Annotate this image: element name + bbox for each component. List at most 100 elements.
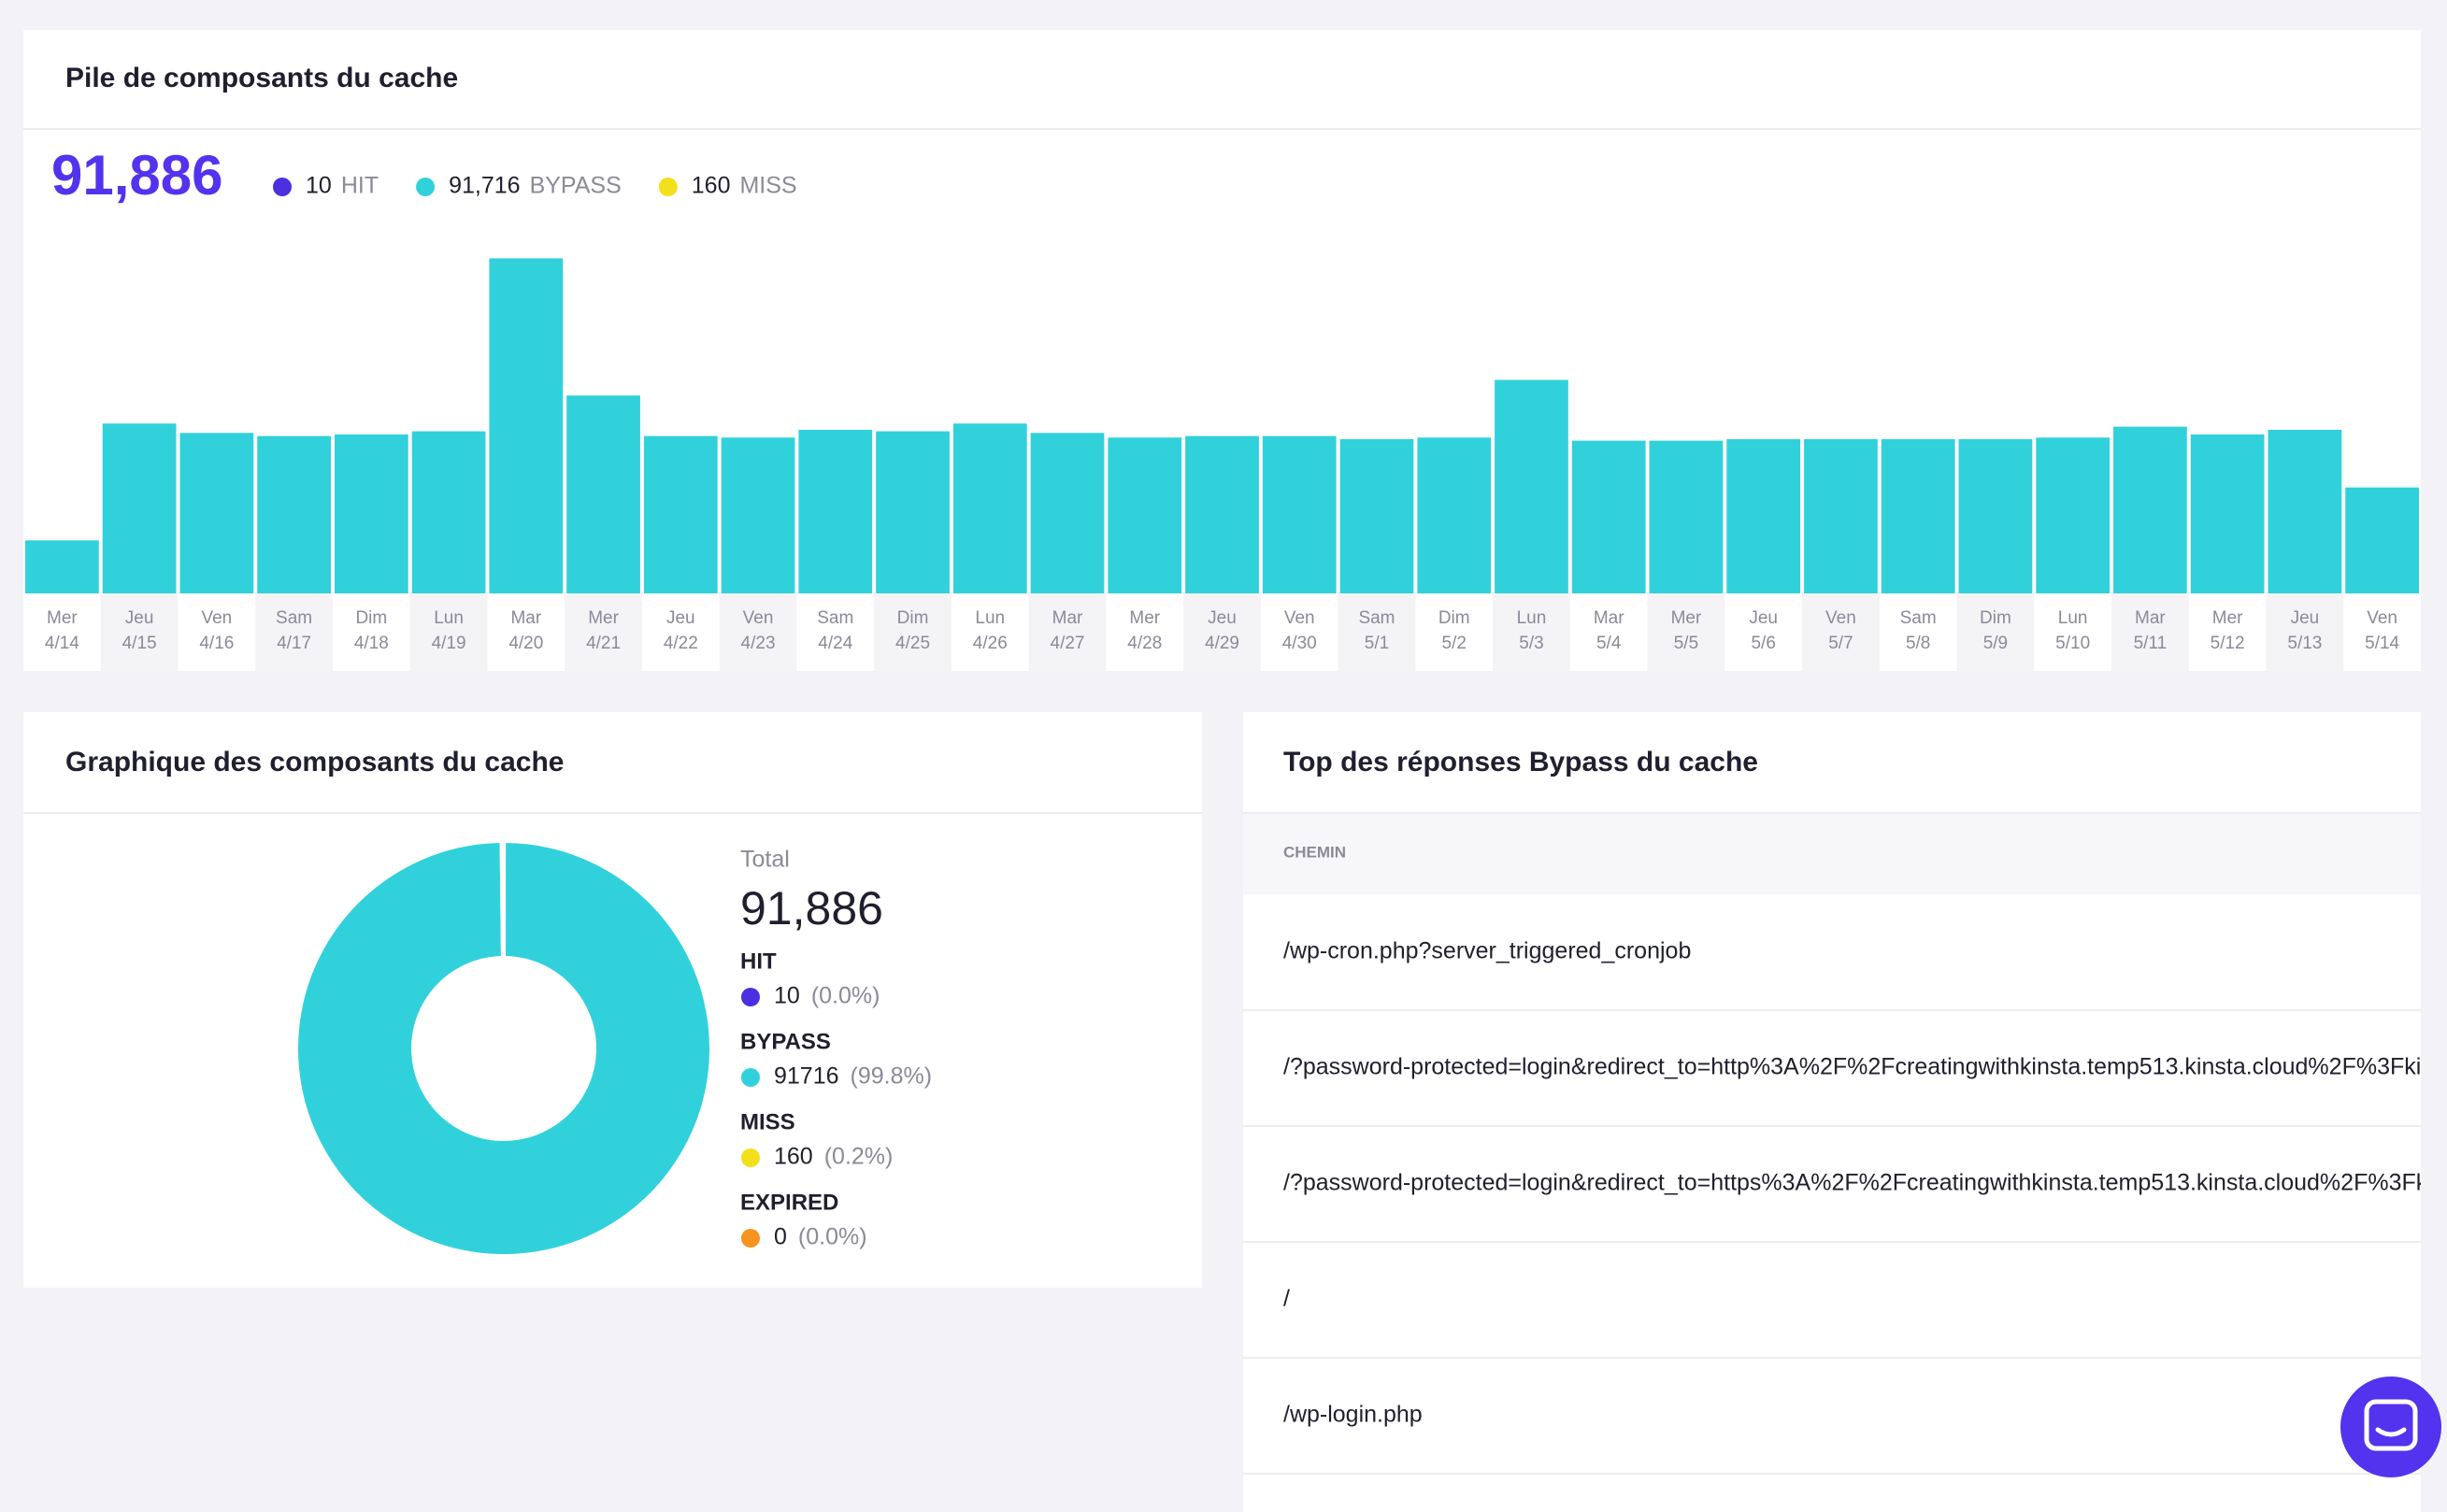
label-band (1956, 593, 2035, 671)
bar (643, 435, 718, 593)
x-tick-label: Mar (510, 608, 541, 628)
bar (1108, 437, 1182, 593)
legend-dot (741, 1229, 760, 1248)
label-band (719, 593, 797, 671)
x-tick-label: Mer (588, 608, 619, 628)
bar (1030, 433, 1105, 593)
x-tick-label: Mer (1129, 608, 1160, 628)
x-tick-label: Sam (276, 608, 312, 628)
x-tick-label: 4/27 (1051, 634, 1085, 653)
x-tick-label: 4/29 (1205, 634, 1239, 653)
path-cell: / (1283, 1286, 1290, 1312)
x-tick-label: 4/23 (741, 634, 776, 653)
column-header: CHEMIN (1283, 843, 1346, 861)
label-band (565, 593, 642, 671)
total-label: Total (740, 847, 790, 873)
legend-count: 10 (306, 173, 332, 199)
legend-dot (416, 178, 436, 196)
x-tick-label: 4/25 (895, 634, 930, 653)
x-tick-label: 4/15 (122, 634, 157, 653)
chat-icon[interactable] (2375, 1427, 2407, 1437)
legend-dot (658, 178, 678, 196)
x-tick-label: Sam (1358, 608, 1395, 628)
x-tick-label: Lun (975, 608, 1005, 628)
x-tick-label: 5/13 (2287, 634, 2322, 653)
legend-name: EXPIRED (740, 1190, 838, 1215)
panel-title: Graphique des composants du cache (65, 747, 564, 777)
x-tick-label: Dim (1980, 608, 2011, 628)
x-tick-label: Jeu (2291, 608, 2320, 628)
bar (1262, 435, 1337, 593)
x-tick-label: 5/12 (2211, 634, 2245, 653)
x-tick-label: Sam (817, 608, 853, 628)
label-band (1647, 593, 1725, 671)
x-tick-label: 5/4 (1596, 634, 1622, 653)
x-tick-label: Ven (1284, 608, 1315, 628)
x-tick-label: 5/6 (1751, 634, 1775, 653)
x-tick-label: 4/16 (199, 634, 234, 653)
chat-button[interactable] (2340, 1376, 2441, 1477)
x-tick-label: Lun (2058, 608, 2088, 628)
legend-percent: (0.2%) (824, 1144, 894, 1170)
bar (798, 429, 873, 593)
x-tick-label: 5/5 (1674, 634, 1698, 653)
bar (1958, 438, 2033, 593)
x-tick-label: Ven (1825, 608, 1856, 628)
x-tick-label: 4/20 (508, 634, 543, 653)
legend-count: 91,716 (449, 173, 520, 199)
x-tick-label: Mar (2135, 608, 2166, 628)
legend-percent: (99.8%) (851, 1063, 933, 1090)
x-tick-label: 4/24 (818, 634, 852, 653)
label-band (2266, 593, 2344, 671)
bar (25, 540, 99, 593)
bar (876, 431, 950, 593)
bar (1649, 440, 1724, 593)
x-tick-label: Mer (47, 608, 78, 628)
legend-value: 91716 (774, 1063, 839, 1090)
bar (1726, 438, 1801, 593)
x-tick-label: Ven (201, 608, 232, 628)
label-band (2111, 593, 2189, 671)
bar (1881, 438, 1955, 593)
label-band (255, 593, 333, 671)
legend-value: 160 (774, 1144, 813, 1170)
x-tick-label: Mar (1594, 608, 1624, 628)
label-band (1183, 593, 1261, 671)
bar (2190, 434, 2265, 593)
x-tick-label: 4/18 (354, 634, 389, 653)
legend-name: BYPASS (740, 1029, 831, 1054)
legend-dot (741, 1068, 760, 1087)
x-tick-label: 5/7 (1828, 634, 1853, 653)
legend-name: MISS (739, 173, 796, 199)
x-tick-label: Jeu (1208, 608, 1237, 628)
x-tick-label: 5/10 (2055, 634, 2090, 653)
bar (2268, 429, 2342, 593)
label-band (100, 593, 179, 671)
label-band (1802, 593, 1880, 671)
path-cell: /?password-protected=login&redirect_to=h… (1283, 1054, 2421, 1080)
bar (257, 435, 331, 593)
bar (1339, 438, 1414, 593)
x-tick-label: Dim (355, 608, 387, 628)
bar (566, 395, 640, 593)
legend-percent: (0.0%) (798, 1224, 867, 1250)
x-tick-label: Ven (2367, 608, 2397, 628)
x-tick-label: Sam (1900, 608, 1937, 628)
legend-dot (741, 988, 760, 1006)
total: 91,886 (51, 144, 223, 207)
bar (2345, 487, 2419, 593)
x-tick-label: 4/28 (1127, 634, 1162, 653)
x-tick-label: 5/11 (2134, 634, 2168, 653)
label-band (1338, 593, 1416, 671)
bar (2036, 437, 2111, 593)
legend-dot (273, 178, 292, 196)
x-tick-label: 4/30 (1282, 634, 1317, 653)
x-tick-label: Lun (434, 608, 464, 628)
x-tick-label: 5/8 (1906, 634, 1930, 653)
chat-icon[interactable] (2364, 1399, 2418, 1451)
legend-value: 0 (774, 1224, 787, 1250)
x-tick-label: 4/26 (973, 634, 1008, 653)
bar (489, 258, 564, 593)
x-tick-label: Jeu (666, 608, 695, 628)
